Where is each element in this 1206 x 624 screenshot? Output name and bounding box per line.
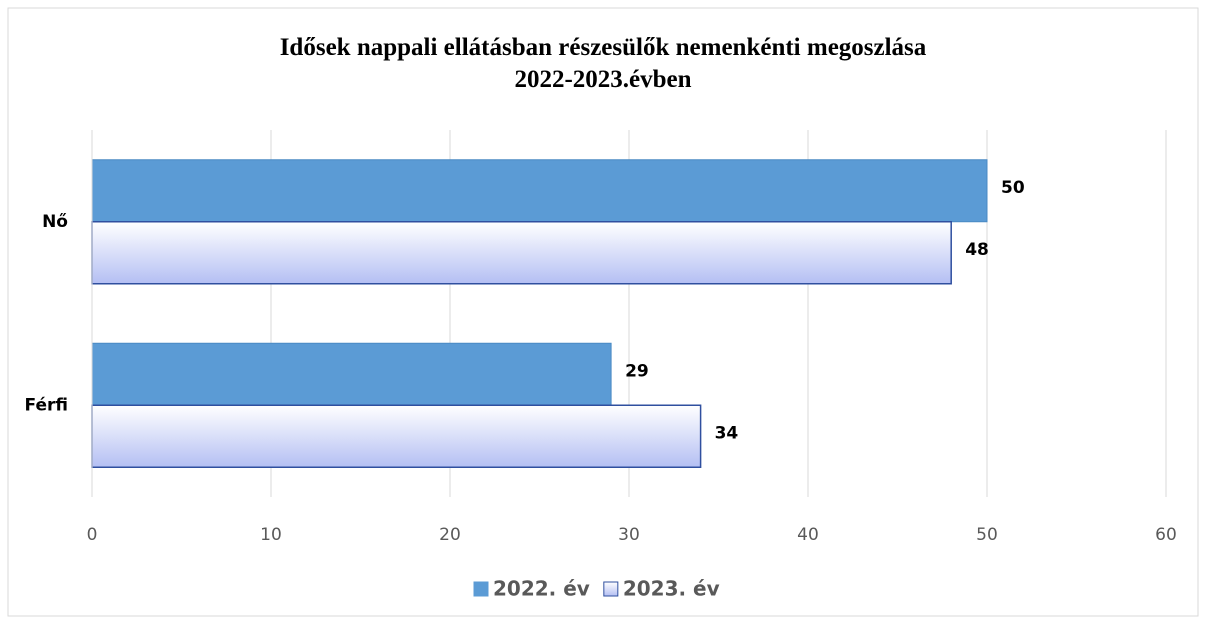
bar <box>91 159 988 223</box>
bar <box>91 221 952 285</box>
x-tick-label: 60 <box>1155 525 1177 545</box>
chart-frame <box>7 7 1199 617</box>
data-label: 34 <box>715 423 739 443</box>
legend-label: 2022. év <box>493 577 590 601</box>
x-tick-label: 20 <box>439 525 461 545</box>
y-tick-label: Nő <box>42 212 68 232</box>
x-tick-label: 30 <box>618 525 640 545</box>
bar <box>91 342 612 406</box>
data-label: 29 <box>625 361 649 381</box>
legend-swatch <box>473 581 489 597</box>
x-tick-label: 40 <box>797 525 819 545</box>
data-label: 48 <box>965 240 989 260</box>
x-tick-label: 0 <box>87 525 98 545</box>
x-tick-label: 50 <box>976 525 998 545</box>
legend-label: 2023. év <box>623 577 720 601</box>
chart-title: Idősek nappali ellátásban részesülők nem… <box>279 34 927 93</box>
x-tick-label: 10 <box>260 525 282 545</box>
legend-swatch <box>603 581 619 597</box>
data-label: 50 <box>1001 178 1025 198</box>
bar <box>91 404 702 468</box>
y-tick-label: Férfi <box>25 395 68 415</box>
